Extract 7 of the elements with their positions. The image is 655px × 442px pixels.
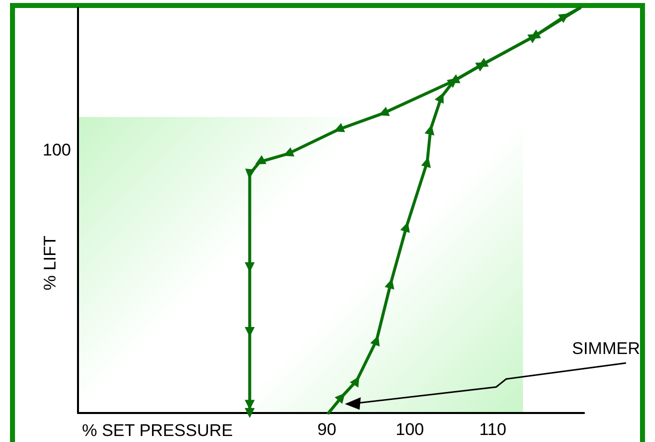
x-tick-label: 90	[317, 420, 336, 439]
annotation: SIMMER	[572, 339, 640, 358]
x-tick-label: 110	[479, 420, 506, 439]
y-axis-title: % LIFT	[40, 236, 60, 290]
text: 100	[42, 140, 71, 160]
x-tick-label: 100	[396, 420, 424, 439]
x-axis-title: % SET PRESSURE	[82, 421, 233, 440]
